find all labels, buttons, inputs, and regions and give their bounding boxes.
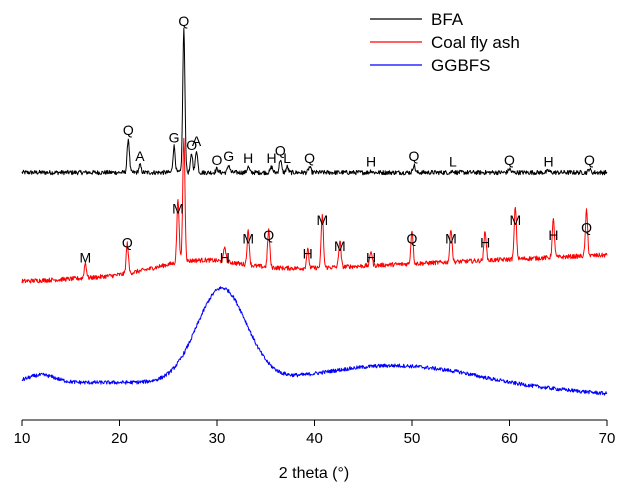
peak-label: Q	[304, 150, 315, 166]
peak-label: G	[169, 129, 180, 145]
peak-label: M	[510, 212, 522, 228]
peak-label: L	[449, 154, 457, 170]
plot-lines	[21, 27, 608, 396]
series-line-ggbfs	[21, 286, 608, 396]
peak-label: Q	[409, 148, 420, 164]
legend-label: Coal fly ash	[431, 33, 520, 52]
x-tick-label: 30	[209, 430, 226, 447]
peak-label: Q	[123, 122, 134, 138]
peak-label: H	[480, 234, 490, 250]
peak-label: H	[366, 249, 376, 265]
peak-label: H	[366, 154, 376, 170]
peak-label: Q	[275, 142, 286, 158]
peak-label: M	[445, 231, 457, 247]
peak-label: G	[223, 148, 234, 164]
peak-label: M	[242, 231, 254, 247]
x-tick-label: 70	[599, 430, 616, 447]
peak-label: Q	[584, 152, 595, 168]
peak-label: M	[334, 238, 346, 254]
peak-label: Q	[122, 234, 133, 250]
peak-label: Q	[581, 219, 592, 235]
legend-label: BFA	[431, 10, 464, 29]
series-line-bfa	[21, 27, 608, 176]
peak-label: H	[220, 249, 230, 265]
peak-label: Q	[407, 231, 418, 247]
peak-label: H	[548, 227, 558, 243]
legend: BFA Coal fly ash GGBFS	[370, 10, 520, 75]
series-line-coal-fly-ash	[21, 137, 608, 284]
peak-label: A	[192, 133, 202, 149]
peak-label: H	[267, 150, 277, 166]
peak-label: Q	[504, 152, 515, 168]
peak-label: M	[172, 201, 184, 217]
peak-label: L	[283, 150, 291, 166]
x-tick-label: 40	[306, 430, 323, 447]
x-tick-label: 50	[404, 430, 421, 447]
x-tick-label: 10	[14, 430, 31, 447]
peak-label: A	[135, 148, 145, 164]
peak-label: H	[243, 150, 253, 166]
peak-label: M	[316, 212, 328, 228]
peak-label: O	[186, 137, 197, 153]
peak-label: O	[212, 152, 223, 168]
peak-label: Q	[178, 13, 189, 29]
x-tick-label: 60	[501, 430, 518, 447]
x-ticks: 10 20 30 40 50 60 70	[14, 420, 616, 447]
peak-label: M	[80, 249, 92, 265]
x-tick-label: 20	[111, 430, 128, 447]
legend-label: GGBFS	[431, 56, 491, 75]
peak-label: H	[303, 246, 313, 262]
x-axis-title: 2 theta (°)	[279, 465, 349, 482]
peak-label: H	[543, 154, 553, 170]
peak-label: Q	[263, 227, 274, 243]
